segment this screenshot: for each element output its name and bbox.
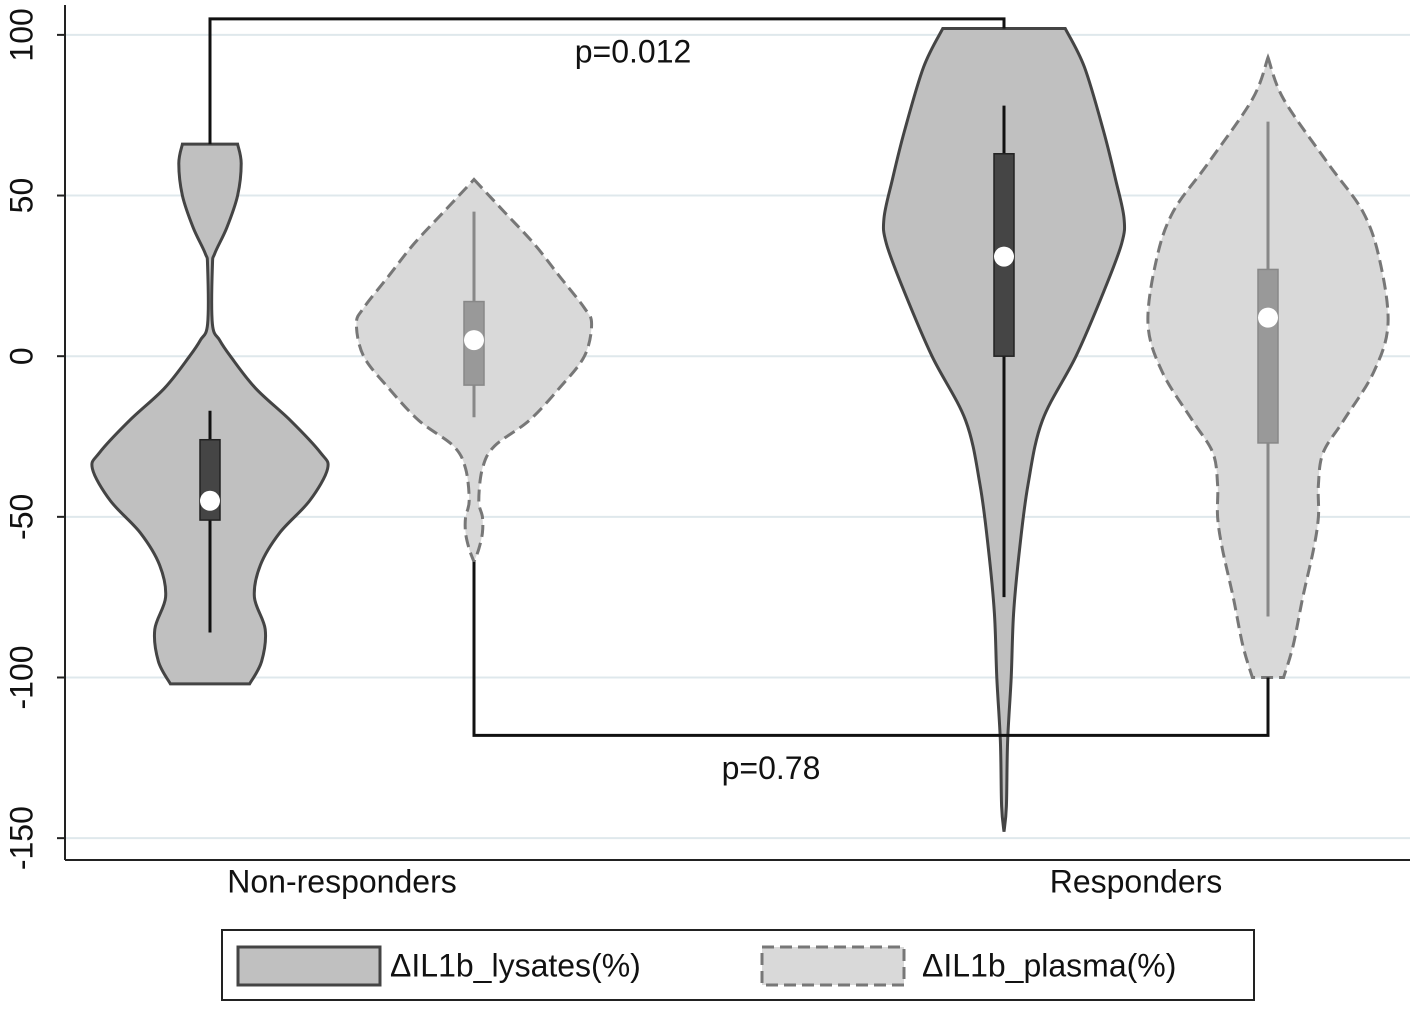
- legend-swatch: [760, 945, 906, 987]
- y-tick-label: 50: [3, 178, 39, 214]
- y-tick-label: 100: [3, 8, 39, 61]
- x-tick-label: Non-responders: [227, 863, 456, 899]
- bracket: [208, 17, 1006, 145]
- x-tick-label: Responders: [1050, 863, 1223, 899]
- legend-swatch: [236, 945, 382, 987]
- y-tick-label: -150: [3, 806, 39, 870]
- median: [464, 330, 484, 351]
- legend-label: ΔIL1b_lysates(%): [390, 947, 641, 983]
- median: [200, 490, 220, 511]
- legend-box: [221, 929, 1255, 1001]
- y-tick-label: -100: [3, 645, 39, 709]
- y-tick-label: -50: [3, 494, 39, 540]
- median: [994, 246, 1014, 267]
- legend-label: ΔIL1b_plasma(%): [922, 947, 1176, 983]
- annotation: p=0.78: [722, 750, 821, 786]
- median: [1258, 307, 1278, 328]
- bracket: [472, 561, 1270, 737]
- box: [1257, 268, 1279, 444]
- y-tick-label: 0: [3, 347, 39, 365]
- annotation: p=0.012: [575, 33, 692, 69]
